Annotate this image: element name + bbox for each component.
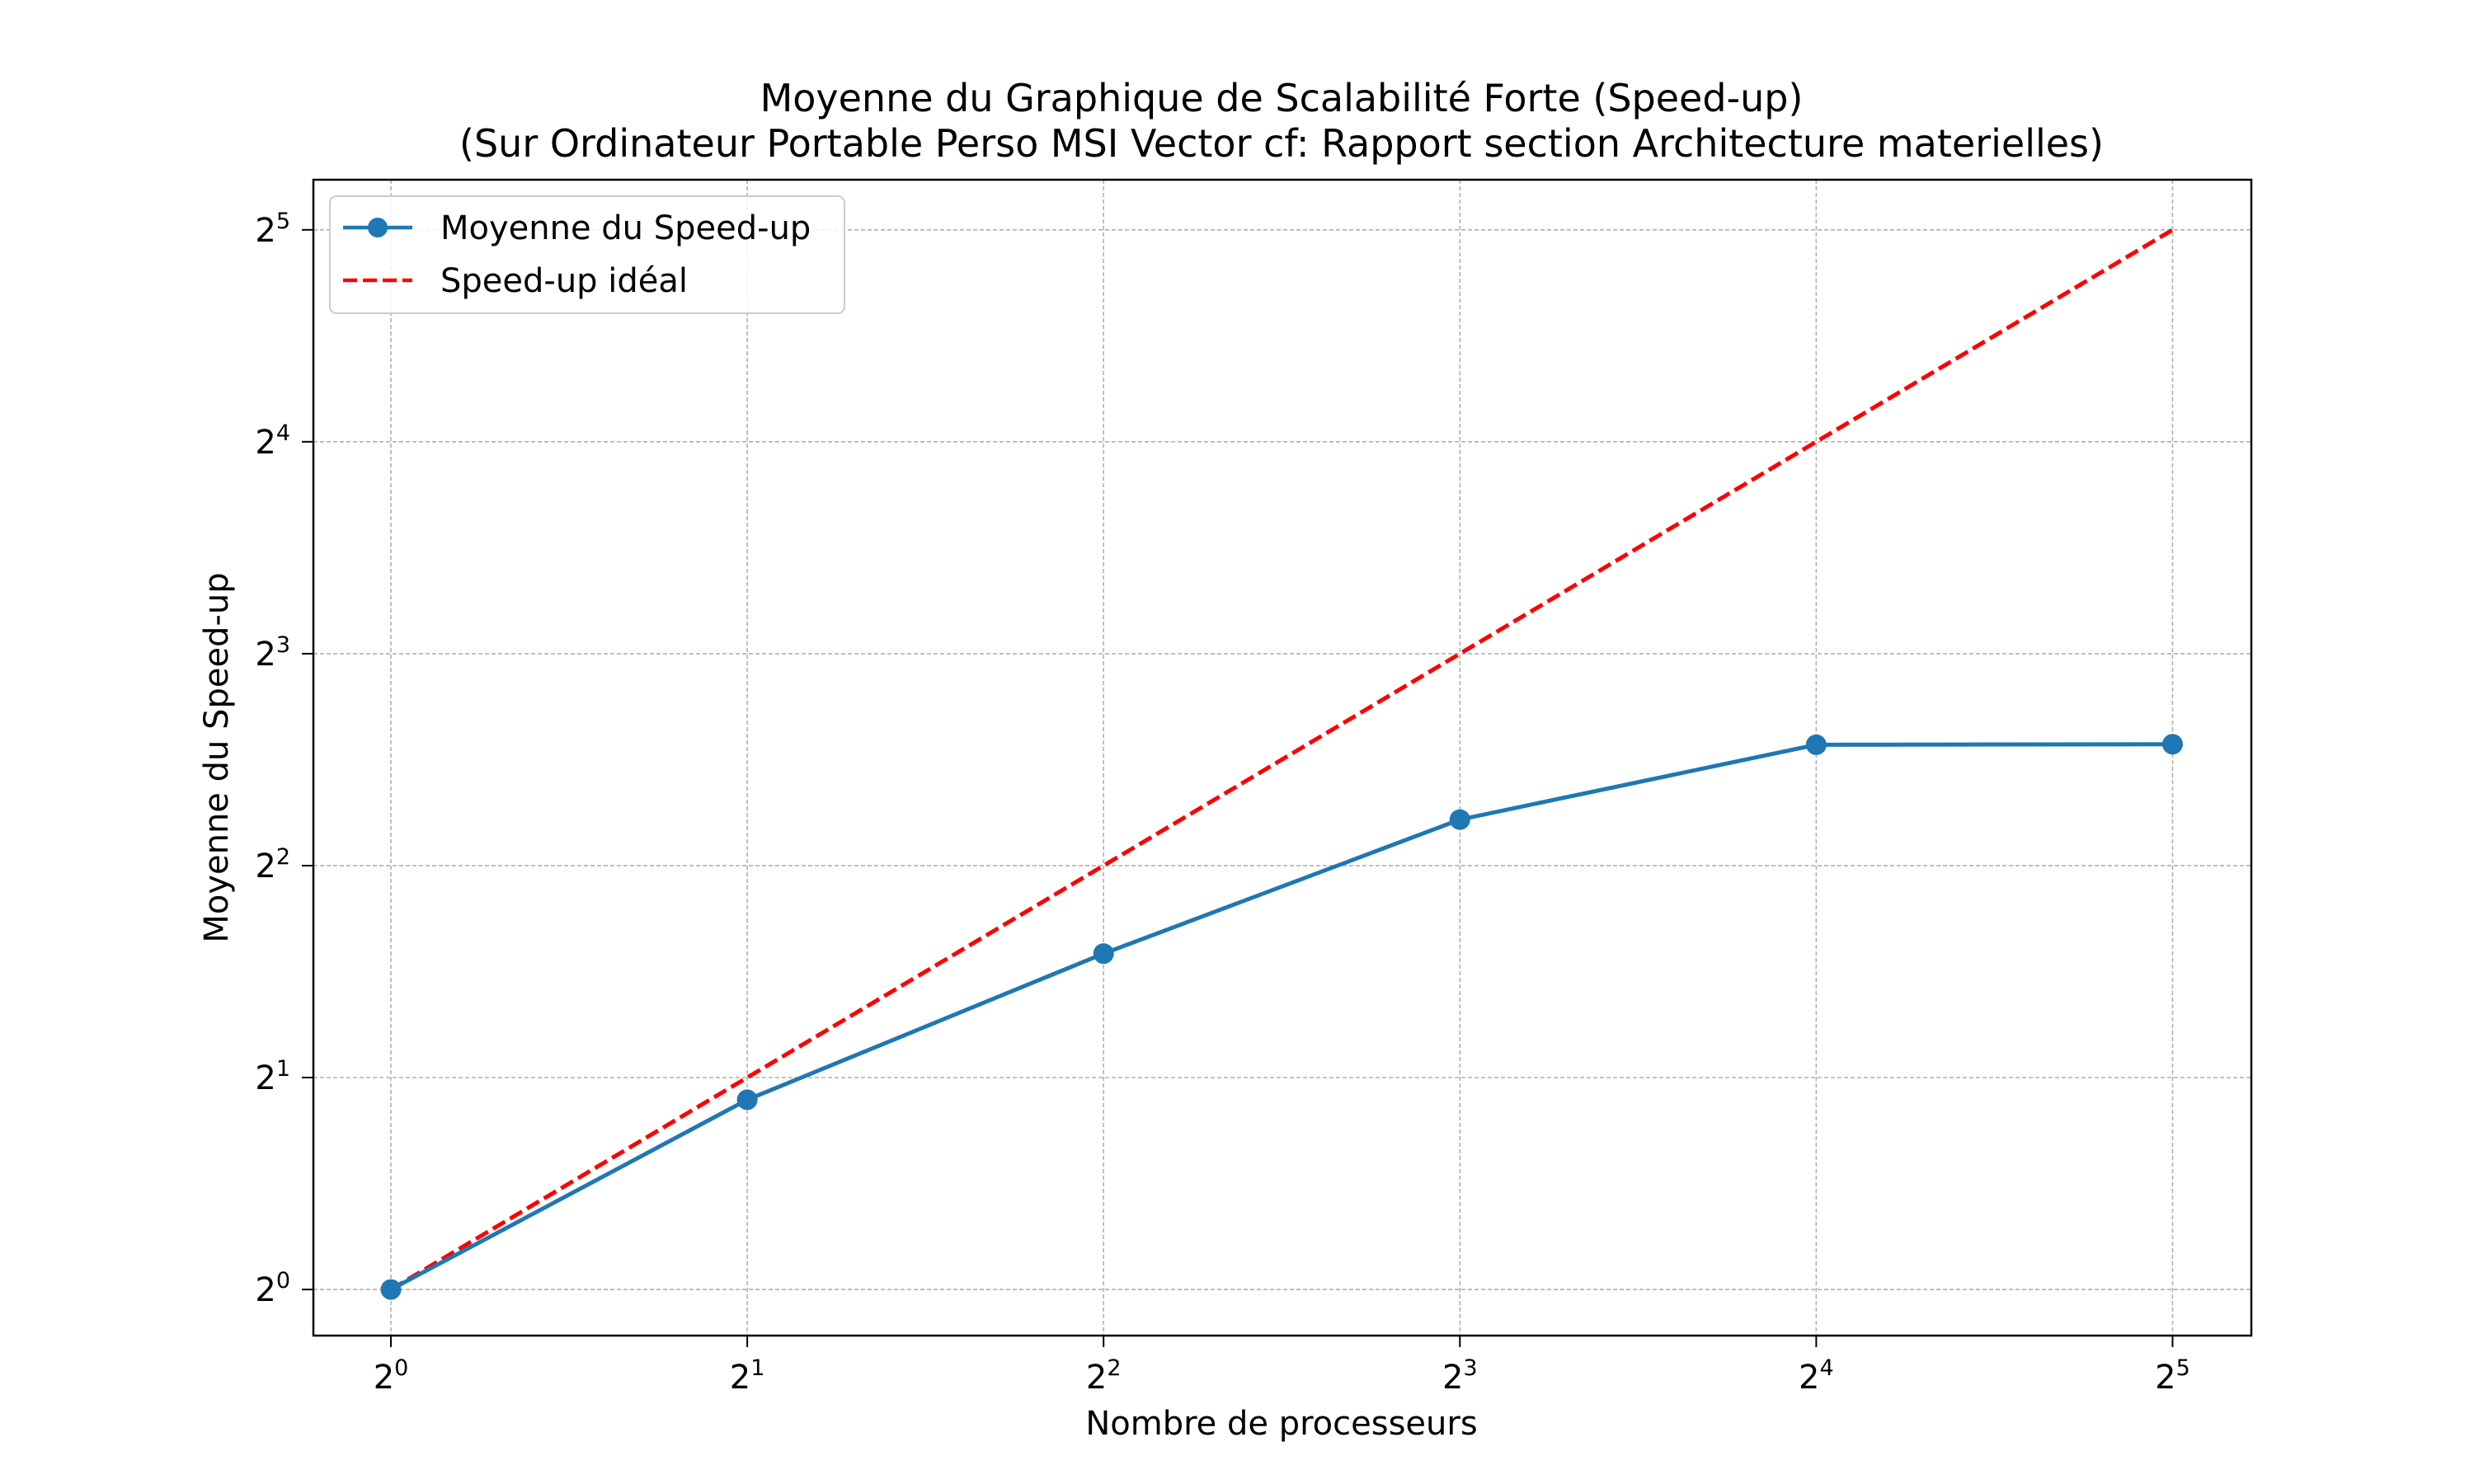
data-point-mean-speedup (1093, 943, 1114, 965)
x-tick-label: 22 (1086, 1355, 1122, 1397)
series-layer (380, 228, 2183, 1300)
legend: Moyenne du Speed-up Speed-up idéal (329, 195, 845, 314)
chart-subtitle: (Sur Ordinateur Portable Perso MSI Vecto… (459, 121, 2104, 166)
series-line-ideal-speedup (389, 228, 2174, 1292)
y-tick-label: 22 (255, 844, 290, 885)
series-line-mean-speedup (389, 742, 2173, 1292)
x-tick-label: 20 (374, 1355, 409, 1397)
plot-frame (312, 178, 2253, 1337)
legend-marker-mean-speedup (368, 218, 388, 237)
y-tick-label: 25 (255, 209, 290, 250)
x-axis-ticks: 20 21 22 23 24 25 (374, 1336, 2190, 1397)
data-point-mean-speedup (1449, 809, 1470, 830)
data-point-mean-speedup (2161, 734, 2183, 755)
data-point-mean-speedup (736, 1089, 758, 1111)
y-axis-label: Moyenne du Speed-up (198, 572, 236, 942)
data-point-mean-speedup (1805, 734, 1827, 755)
chart-title: Moyenne du Graphique de Scalabilité Fort… (760, 76, 1804, 120)
y-tick-label: 24 (255, 420, 290, 462)
data-point-mean-speedup (380, 1279, 402, 1300)
x-tick-label: 25 (2155, 1355, 2190, 1397)
x-tick-label: 24 (1799, 1355, 1834, 1397)
y-tick-label: 21 (255, 1056, 290, 1097)
y-axis-ticks: 20 21 22 23 24 25 (255, 209, 313, 1309)
grid-lines (313, 180, 2251, 1336)
legend-label-ideal-speedup: Speed-up idéal (440, 262, 688, 300)
y-tick-label: 23 (255, 632, 290, 674)
y-tick-label: 20 (255, 1268, 290, 1309)
x-axis-label: Nombre de processeurs (1085, 1405, 1477, 1443)
x-tick-label: 21 (730, 1355, 765, 1397)
legend-box (329, 195, 845, 314)
legend-label-mean-speedup: Moyenne du Speed-up (440, 209, 811, 247)
x-tick-label: 23 (1442, 1355, 1478, 1397)
